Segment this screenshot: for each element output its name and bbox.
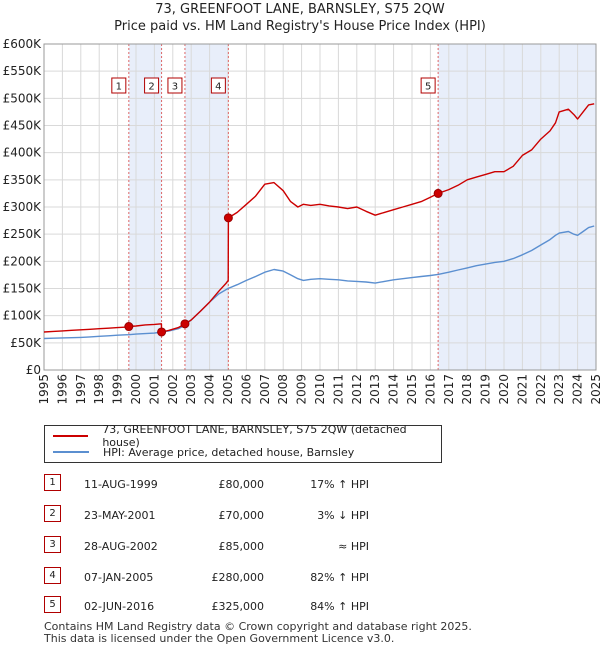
x-tick-label: 2022 (534, 374, 548, 405)
y-tick-label: £300K (3, 200, 43, 214)
transaction-hpi-diff: 17% ↑ HPI (310, 478, 369, 491)
x-tick-label: 2003 (184, 374, 198, 405)
sale-point (223, 213, 233, 223)
x-tick-label: 2021 (515, 374, 529, 405)
chart-title: 73, GREENFOOT LANE, BARNSLEY, S75 2QW (155, 2, 445, 17)
transaction-date: 07-JAN-2005 (84, 571, 154, 584)
y-tick-label: £250K (3, 227, 43, 241)
transaction-row: 5 02-JUN-2016 £325,000 84% ↑ HPI (44, 596, 444, 618)
transaction-date: 11-AUG-1999 (84, 478, 158, 491)
x-tick-label: 2010 (313, 374, 327, 405)
transaction-hpi-diff: 3% ↓ HPI (317, 509, 369, 522)
price-chart: 1 2 3 4 5 £0 £50K £100K £150K £200K £250K £300K £350… (3, 37, 600, 405)
x-tick-label: 2007 (258, 374, 272, 405)
y-tick-label: £500K (3, 91, 43, 105)
sale-point (157, 327, 167, 337)
transaction-row: 4 07-JAN-2005 £280,000 82% ↑ HPI (44, 567, 444, 589)
x-tick-label: 2009 (295, 374, 309, 405)
legend-label-hpi: HPI: Average price, detached house, Barn… (103, 445, 355, 459)
x-tick-label: 2013 (368, 374, 382, 405)
transaction-hpi-diff: ≈ HPI (338, 540, 369, 553)
chart-legend: 73, GREENFOOT LANE, BARNSLEY, S75 2QW (d… (44, 423, 442, 463)
x-tick-label: 2024 (571, 374, 585, 405)
y-tick-label: £200K (3, 254, 43, 268)
sale-point (124, 322, 134, 332)
transaction-hpi-diff: 82% ↑ HPI (310, 571, 369, 584)
legend-line-property (53, 435, 89, 437)
sale-marker-label: 1 (116, 82, 122, 93)
y-tick-label: £50K (10, 336, 42, 350)
transaction-number: 4 (44, 567, 61, 584)
transaction-row: 2 23-MAY-2001 £70,000 3% ↓ HPI (44, 505, 444, 527)
sale-point (180, 319, 190, 329)
sale-marker-label: 3 (172, 82, 178, 93)
y-tick-label: £0 (26, 363, 41, 377)
x-tick-label: 2017 (442, 374, 456, 405)
sale-marker-label: 4 (215, 82, 221, 93)
x-tick-label: 2012 (350, 374, 364, 405)
x-tick-label: 2004 (203, 374, 217, 405)
x-tick-label: 2001 (147, 374, 161, 405)
x-tick-label: 2002 (166, 374, 180, 405)
x-tick-label: 2011 (331, 374, 345, 405)
sale-marker-box (167, 77, 183, 94)
plot-frame (43, 43, 597, 371)
x-tick-label: 1997 (74, 374, 88, 405)
chart-subtitle: Price paid vs. HM Land Registry's House … (114, 19, 486, 34)
y-tick-label: £550K (3, 64, 43, 78)
x-tick-label: 2008 (276, 374, 290, 405)
series-line-property (43, 103, 595, 333)
sale-marker-label: 2 (148, 82, 154, 93)
transaction-number: 1 (44, 474, 61, 491)
legend-line-hpi (53, 451, 89, 453)
transaction-date: 23-MAY-2001 (84, 509, 156, 522)
x-tick-label: 2016 (423, 374, 437, 405)
transaction-price: £80,000 (218, 478, 265, 491)
footer-license: This data is licensed under the Open Gov… (44, 632, 395, 645)
series-line-hpi (43, 225, 595, 340)
transaction-number: 3 (44, 536, 61, 553)
x-tick-label: 2000 (129, 374, 143, 405)
sale-marker-box (144, 77, 160, 94)
x-tick-label: 1999 (111, 374, 125, 405)
footer-copyright: Contains HM Land Registry data © Crown c… (44, 620, 472, 633)
transaction-price: £85,000 (218, 540, 265, 553)
sale-marker-label: 5 (425, 82, 431, 93)
y-tick-label: £150K (3, 282, 43, 296)
y-tick-label: £100K (3, 309, 43, 323)
x-tick-label: 2025 (589, 374, 600, 405)
x-tick-label: 2006 (239, 374, 253, 405)
y-tick-label: £450K (3, 119, 43, 133)
transaction-number: 2 (44, 505, 61, 522)
legend-item-property: 73, GREENFOOT LANE, BARNSLEY, S75 2QW (d… (53, 423, 441, 449)
x-tick-label: 2019 (479, 374, 493, 405)
sale-marker-box (420, 77, 436, 94)
transaction-date: 02-JUN-2016 (84, 600, 155, 613)
sale-point (433, 188, 443, 198)
legend-item-hpi: HPI: Average price, detached house, Barn… (53, 444, 354, 460)
transaction-row: 1 11-AUG-1999 £80,000 17% ↑ HPI (44, 474, 444, 496)
legend-label-property: 73, GREENFOOT LANE, BARNSLEY, S75 2QW (d… (102, 423, 407, 449)
x-tick-label: 1998 (92, 374, 106, 405)
x-tick-label: 1996 (55, 374, 69, 405)
transaction-price: £325,000 (211, 600, 265, 613)
transaction-date: 28-AUG-2002 (84, 540, 158, 553)
y-tick-label: £350K (3, 173, 43, 187)
x-tick-label: 2018 (460, 374, 474, 405)
x-tick-label: 1995 (37, 374, 51, 405)
transaction-hpi-diff: 84% ↑ HPI (310, 600, 369, 613)
y-tick-label: £400K (3, 146, 43, 160)
transaction-number: 5 (44, 596, 61, 613)
x-tick-label: 2014 (387, 374, 401, 405)
transaction-row: 3 28-AUG-2002 £85,000 ≈ HPI (44, 536, 444, 558)
transaction-price: £280,000 (211, 571, 265, 584)
x-tick-label: 2005 (221, 374, 235, 405)
transaction-price: £70,000 (218, 509, 265, 522)
sale-marker-box (111, 77, 127, 94)
x-tick-label: 2023 (552, 374, 566, 405)
sale-marker-box (210, 77, 226, 94)
y-tick-label: £600K (3, 37, 43, 51)
x-tick-label: 2020 (497, 374, 511, 405)
x-tick-label: 2015 (405, 374, 419, 405)
